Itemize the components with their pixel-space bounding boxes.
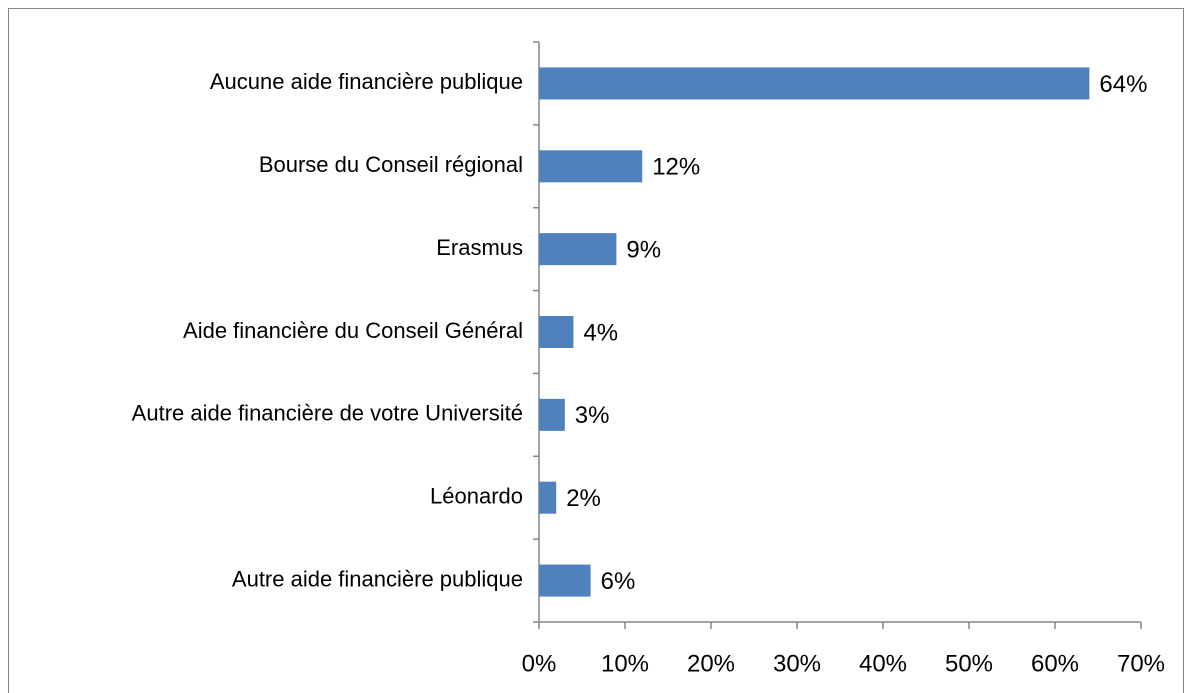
bar bbox=[539, 150, 643, 183]
category-label: Erasmus bbox=[436, 235, 523, 260]
bar bbox=[539, 398, 565, 431]
category-label: Aide financière du Conseil Général bbox=[183, 318, 523, 343]
x-tick-label: 10% bbox=[601, 650, 649, 677]
value-label: 2% bbox=[566, 485, 601, 512]
x-tick-label: 0% bbox=[522, 650, 557, 677]
x-tick-label: 50% bbox=[945, 650, 993, 677]
value-label: 3% bbox=[575, 402, 610, 429]
category-label: Bourse du Conseil régional bbox=[259, 152, 523, 177]
category-label: Léonardo bbox=[430, 484, 523, 509]
x-tick-label: 20% bbox=[687, 650, 735, 677]
bar bbox=[539, 316, 574, 348]
bar bbox=[539, 67, 1090, 100]
category-label: Autre aide financière publique bbox=[232, 566, 523, 591]
bar bbox=[539, 481, 557, 514]
value-label: 12% bbox=[652, 154, 700, 181]
x-tick-label: 60% bbox=[1031, 650, 1079, 677]
bar bbox=[539, 233, 617, 266]
x-tick-label: 30% bbox=[773, 650, 821, 677]
category-label: Aucune aide financière publique bbox=[210, 69, 523, 94]
value-label: 6% bbox=[601, 568, 636, 595]
value-label: 4% bbox=[583, 319, 618, 346]
x-tick-label: 40% bbox=[859, 650, 907, 677]
chart-frame bbox=[8, 8, 1184, 693]
value-label: 9% bbox=[626, 236, 661, 263]
value-label: 64% bbox=[1099, 71, 1147, 98]
category-label: Autre aide financière de votre Universit… bbox=[132, 401, 523, 426]
x-tick-label: 70% bbox=[1117, 650, 1165, 677]
bar bbox=[539, 564, 591, 597]
